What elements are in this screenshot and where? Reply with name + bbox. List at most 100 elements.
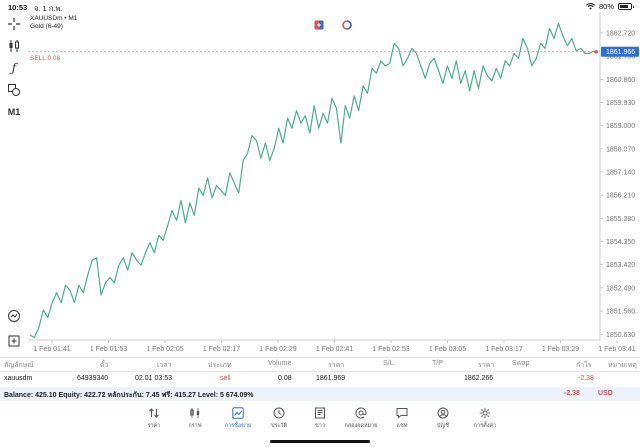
positions-header: สัญลักษณ์ ตั๋ว เวลา ประเภท Volume ราคา S… — [0, 358, 640, 371]
position-ticket: 64939340 — [77, 375, 109, 382]
divider — [0, 371, 640, 372]
position-profit: -2.38 — [578, 375, 594, 382]
price-tick-label: 1850.630 — [606, 332, 635, 339]
nav-label: กราฟ — [188, 423, 202, 429]
time-tick-label: 1 Feb 03:41 — [598, 346, 635, 353]
nav-label: การซื้อขาย — [224, 423, 252, 429]
col-tp[interactable]: T/P — [432, 360, 443, 367]
balance-bar: Balance: 425.10 Equity: 422.72 หลักประกั… — [0, 387, 640, 401]
nav-settings[interactable]: การตั้งค่า — [465, 407, 505, 430]
chart-symbol: XAUUSDm • M1 — [30, 15, 78, 22]
nav-chart[interactable]: กราฟ — [175, 407, 215, 430]
col-profit[interactable]: กำไร — [576, 362, 592, 369]
current-price-label: 1861.966 — [606, 49, 635, 56]
date: จ. 1 ก.พ. — [34, 4, 63, 13]
wifi-icon — [586, 3, 595, 10]
battery-icon — [618, 3, 634, 10]
news-icon — [315, 407, 325, 419]
chart-subtitle: Gold (6-49) — [30, 23, 63, 30]
sell-position-label: SELL 0.08 — [30, 55, 61, 62]
price-line — [29, 22, 595, 339]
nav-news[interactable]: ข่าว — [300, 407, 340, 430]
time-tick-label: 1 Feb 02:41 — [316, 346, 353, 353]
chart-symbol-info: XAUUSDm • M1 Gold (6-49) — [30, 15, 77, 31]
home-indicator — [270, 440, 370, 443]
function-icon[interactable]: ƒ — [11, 61, 17, 75]
one-click-trade — [314, 20, 352, 30]
chart-canvas[interactable]: 1862.720 1861.790 1860.860 1859.930 1859.000… — [28, 12, 640, 358]
position-type: sell — [220, 375, 231, 382]
price-tick-label: 1862.720 — [606, 30, 635, 37]
price-tick-label: 1853.420 — [606, 262, 635, 269]
nav-account[interactable]: บัญชี — [423, 407, 463, 430]
candles-icon[interactable] — [6, 38, 22, 54]
objects-icon[interactable] — [6, 82, 22, 98]
price-tick-label: 1857.140 — [606, 170, 635, 177]
position-open-price: 1861.969 — [316, 375, 346, 382]
bottom-nav: ราคา กราฟ การซื้อขาย ประวัติ ข่าว กล่องจ… — [0, 403, 640, 447]
divider — [0, 357, 640, 358]
position-current-price: 1862.266 — [464, 375, 494, 382]
total-profit: -2.38 — [564, 390, 580, 397]
price-tick-label: 1861.790 — [606, 54, 635, 61]
nav-label: ประวัติ — [270, 423, 288, 429]
add-indicator-icon[interactable] — [6, 333, 22, 349]
time-tick-label: 1 Feb 01:41 — [33, 346, 70, 353]
col-open-price[interactable]: ราคา — [328, 362, 345, 369]
price-tick-label: 1851.560 — [606, 309, 635, 316]
quotes-icon — [149, 408, 159, 418]
time-tick-label: 1 Feb 03:17 — [485, 346, 522, 353]
price-tick-label: 1860.860 — [606, 77, 635, 84]
nav-label: บัญชี — [437, 423, 449, 429]
col-volume[interactable]: Volume — [268, 360, 292, 367]
time-tick-label: 1 Feb 02:29 — [259, 346, 296, 353]
one-click-trading-icon[interactable] — [314, 20, 324, 30]
col-type[interactable]: ประเภท — [208, 362, 232, 369]
account-icon — [437, 407, 449, 419]
position-time: 02.01 03:53 — [135, 375, 172, 382]
nav-history[interactable]: ประวัติ — [259, 407, 299, 430]
col-time[interactable]: เวลา — [157, 362, 172, 369]
chart-toolbar: ƒ M1 — [0, 12, 28, 362]
timeframe-button[interactable]: M1 — [7, 107, 21, 117]
status-bar: 10:53 จ. 1 ก.พ. 80% — [0, 0, 640, 14]
position-row[interactable]: xauusdm 64939340 02.01 03:53 sell 0.08 1… — [0, 373, 640, 385]
nav-trade[interactable]: การซื้อขาย — [218, 407, 258, 430]
nav-chat[interactable]: แชท — [382, 407, 422, 430]
time-tick-label: 1 Feb 02:05 — [146, 346, 183, 353]
nav-label: กล่องจดหมาย — [344, 423, 378, 429]
price-tick-label: 1855.280 — [606, 216, 635, 223]
depth-of-market-icon[interactable] — [342, 20, 352, 30]
price-chart[interactable]: 1862.720 1861.790 1860.860 1859.930 1859.000… — [28, 12, 640, 358]
account-summary: Balance: 425.10 Equity: 422.72 หลักประกั… — [4, 392, 254, 399]
price-tick-label: 1858.070 — [606, 146, 635, 153]
col-symbol[interactable]: สัญลักษณ์ — [4, 362, 34, 369]
settings-icon — [479, 407, 491, 419]
col-ticket[interactable]: ตั๋ว — [100, 362, 109, 369]
chat-icon — [396, 408, 408, 419]
nav-label: แชท — [396, 423, 408, 429]
col-sl[interactable]: S/L — [383, 360, 394, 367]
battery-percent: 80% — [598, 2, 614, 11]
account-currency: USD — [598, 390, 613, 397]
nav-quotes[interactable]: ราคา — [134, 407, 174, 430]
time-tick-label: 1 Feb 01:53 — [90, 346, 127, 353]
col-swap[interactable]: Swap — [512, 360, 530, 367]
time-tick-label: 1 Feb 02:53 — [372, 346, 409, 353]
nav-mailbox[interactable]: กล่องจดหมาย — [341, 407, 381, 430]
col-current-price[interactable]: ราคา — [478, 362, 495, 369]
zoom-icon[interactable] — [6, 308, 22, 324]
price-tick-label: 1856.210 — [606, 193, 635, 200]
clock: 10:53 — [8, 3, 28, 12]
price-tick-label: 1859.930 — [606, 100, 635, 107]
crosshair-icon[interactable] — [6, 16, 22, 32]
price-tick-label: 1854.350 — [606, 239, 635, 246]
trade-icon — [232, 407, 244, 419]
time-tick-label: 1 Feb 03:05 — [429, 346, 466, 353]
nav-label: ราคา — [147, 423, 161, 429]
price-tick-label: 1852.490 — [606, 285, 635, 292]
chart-icon — [190, 408, 200, 418]
col-comment[interactable]: หมายเหตุ — [608, 362, 637, 369]
current-price-tag — [601, 46, 639, 57]
position-symbol: xauusdm — [4, 375, 33, 382]
